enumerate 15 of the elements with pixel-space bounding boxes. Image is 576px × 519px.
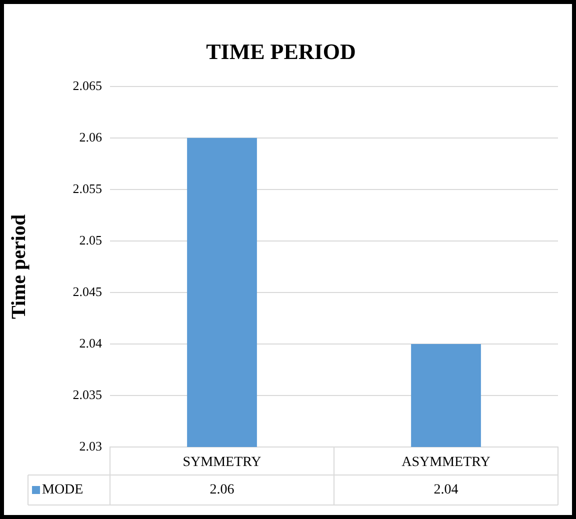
data-label: 2.06 xyxy=(210,482,234,498)
y-tick-label: 2.065 xyxy=(72,78,102,93)
chart-title: TIME PERIOD xyxy=(206,38,356,64)
legend-label: MODE xyxy=(42,482,84,498)
y-tick-label: 2.06 xyxy=(79,129,102,144)
y-tick-label: 2.03 xyxy=(79,438,102,454)
data-label: 2.04 xyxy=(434,482,458,498)
y-tick-label: 2.035 xyxy=(72,386,102,402)
x-tick-label: ASYMMETRY xyxy=(402,455,490,470)
x-tick-label: SYMMETRY xyxy=(182,455,262,470)
y-tick-label: 2.05 xyxy=(79,232,102,248)
y-tick-label: 2.045 xyxy=(72,284,102,299)
y-tick-label: 2.04 xyxy=(79,335,102,350)
y-tick-label: 2.055 xyxy=(72,180,102,196)
y-axis-title: Time period xyxy=(8,214,30,320)
